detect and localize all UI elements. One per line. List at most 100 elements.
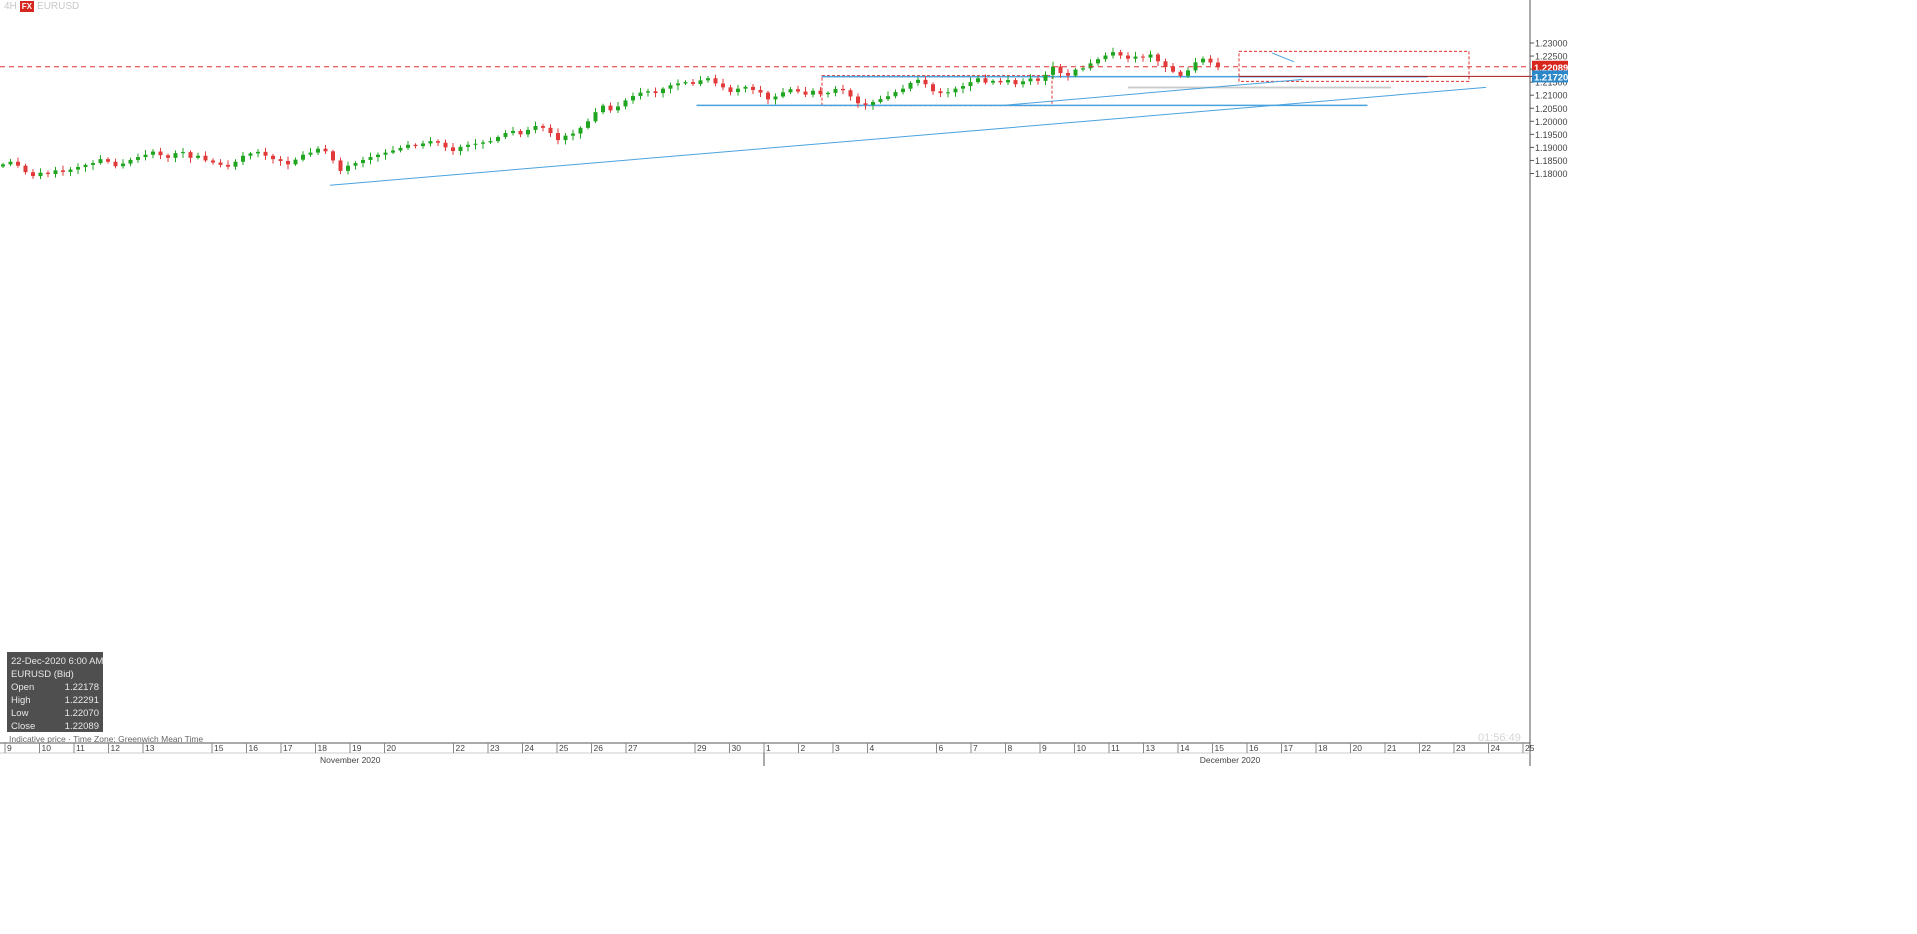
candle-body xyxy=(301,154,305,160)
candle xyxy=(151,149,155,159)
candle-body xyxy=(136,157,140,160)
candle xyxy=(503,130,508,140)
candle-body xyxy=(1163,61,1168,68)
candle-body xyxy=(248,153,253,156)
candle xyxy=(1193,57,1198,73)
price-tick-label: 1.23000 xyxy=(1535,39,1568,49)
candle-body xyxy=(916,79,920,83)
candle-body xyxy=(46,172,50,175)
candle xyxy=(278,156,283,166)
candle xyxy=(563,133,568,145)
candle xyxy=(473,139,478,150)
candle-body xyxy=(931,84,935,92)
candle xyxy=(646,88,650,97)
candle xyxy=(616,102,620,114)
time-tick-label: 29 xyxy=(697,743,707,753)
candle-body xyxy=(886,96,890,100)
candle-body xyxy=(31,172,35,177)
candle-body xyxy=(743,86,748,89)
candle xyxy=(451,143,455,155)
candle xyxy=(158,147,163,160)
candle-body xyxy=(646,91,650,93)
candle xyxy=(83,163,88,172)
candle-body xyxy=(473,143,478,145)
candle-body xyxy=(1118,52,1123,56)
candle-body xyxy=(481,142,485,144)
symbol-label[interactable]: EURUSD xyxy=(37,0,80,12)
candle xyxy=(676,79,680,91)
candle xyxy=(1,162,5,169)
candle-body xyxy=(833,88,838,93)
candle xyxy=(436,139,440,146)
time-tick-label: 16 xyxy=(249,743,259,753)
candle-body xyxy=(1111,52,1115,56)
timeframe-label[interactable]: 4H xyxy=(4,0,17,12)
chart-area[interactable]: 1.230001.225001.220001.215001.210001.205… xyxy=(0,0,1570,766)
candle-body xyxy=(218,162,223,165)
month-label: December 2020 xyxy=(1200,755,1261,765)
candle xyxy=(803,86,808,98)
candle xyxy=(23,163,28,175)
candle xyxy=(841,84,845,95)
candle xyxy=(31,169,35,179)
countdown-clock: 01:56:49 xyxy=(1478,732,1521,744)
candle xyxy=(173,150,178,163)
candle-body xyxy=(668,85,673,89)
candle xyxy=(1058,63,1063,78)
candle xyxy=(901,84,905,95)
time-tick-label: 12 xyxy=(111,743,121,753)
price-tick-label: 1.19500 xyxy=(1535,130,1568,140)
candle-body xyxy=(811,90,815,95)
price-tick-label: 1.22500 xyxy=(1535,52,1568,62)
candle-body xyxy=(766,92,770,100)
tooltip-row-high: High 1.22291 xyxy=(11,695,99,706)
candle-body xyxy=(398,147,403,151)
candle xyxy=(68,167,73,177)
candle xyxy=(691,79,695,86)
candle xyxy=(248,151,253,160)
candle xyxy=(743,85,748,93)
candle xyxy=(968,77,973,92)
candle xyxy=(916,76,920,86)
candle-body xyxy=(1081,68,1085,70)
candle xyxy=(946,87,950,98)
candle-body xyxy=(346,165,350,171)
candle-body xyxy=(803,91,808,95)
candle-body xyxy=(98,159,103,164)
candle xyxy=(998,78,1003,85)
candle xyxy=(923,75,928,88)
candle-body xyxy=(1,164,5,167)
candle-body xyxy=(76,166,80,170)
candle-body xyxy=(608,105,613,111)
candle xyxy=(1051,61,1055,80)
candle-body xyxy=(203,155,208,161)
candle xyxy=(1208,55,1213,66)
candle-body xyxy=(458,146,463,152)
candle xyxy=(1126,52,1130,63)
candle-body xyxy=(1216,62,1220,68)
candle-body xyxy=(233,161,238,167)
candle-body xyxy=(1073,69,1078,76)
candle xyxy=(1021,78,1025,88)
candle-body xyxy=(1126,55,1130,59)
candle xyxy=(1036,76,1040,85)
candle-body xyxy=(773,96,778,100)
ohlc-tooltip: 22-Dec-2020 6:00 AM EURUSD (Bid) Open 1.2… xyxy=(7,652,103,732)
candle-body xyxy=(16,161,20,166)
tooltip-row-close: Close 1.22089 xyxy=(11,721,99,732)
candle xyxy=(826,91,830,98)
candle xyxy=(548,124,553,137)
time-tick-label: 23 xyxy=(490,743,500,753)
candle-body xyxy=(818,90,823,95)
price-chart[interactable]: 1.230001.225001.220001.215001.210001.205… xyxy=(0,0,1570,766)
candle-body xyxy=(901,88,905,93)
long-trendline xyxy=(329,86,1487,186)
candle-body xyxy=(466,144,470,147)
candle xyxy=(1118,49,1123,59)
candle xyxy=(166,153,170,162)
candle xyxy=(871,99,875,110)
candle-body xyxy=(968,82,973,87)
time-tick-label: 9 xyxy=(1042,743,1047,753)
candle xyxy=(848,88,853,101)
candle-body xyxy=(211,160,215,163)
